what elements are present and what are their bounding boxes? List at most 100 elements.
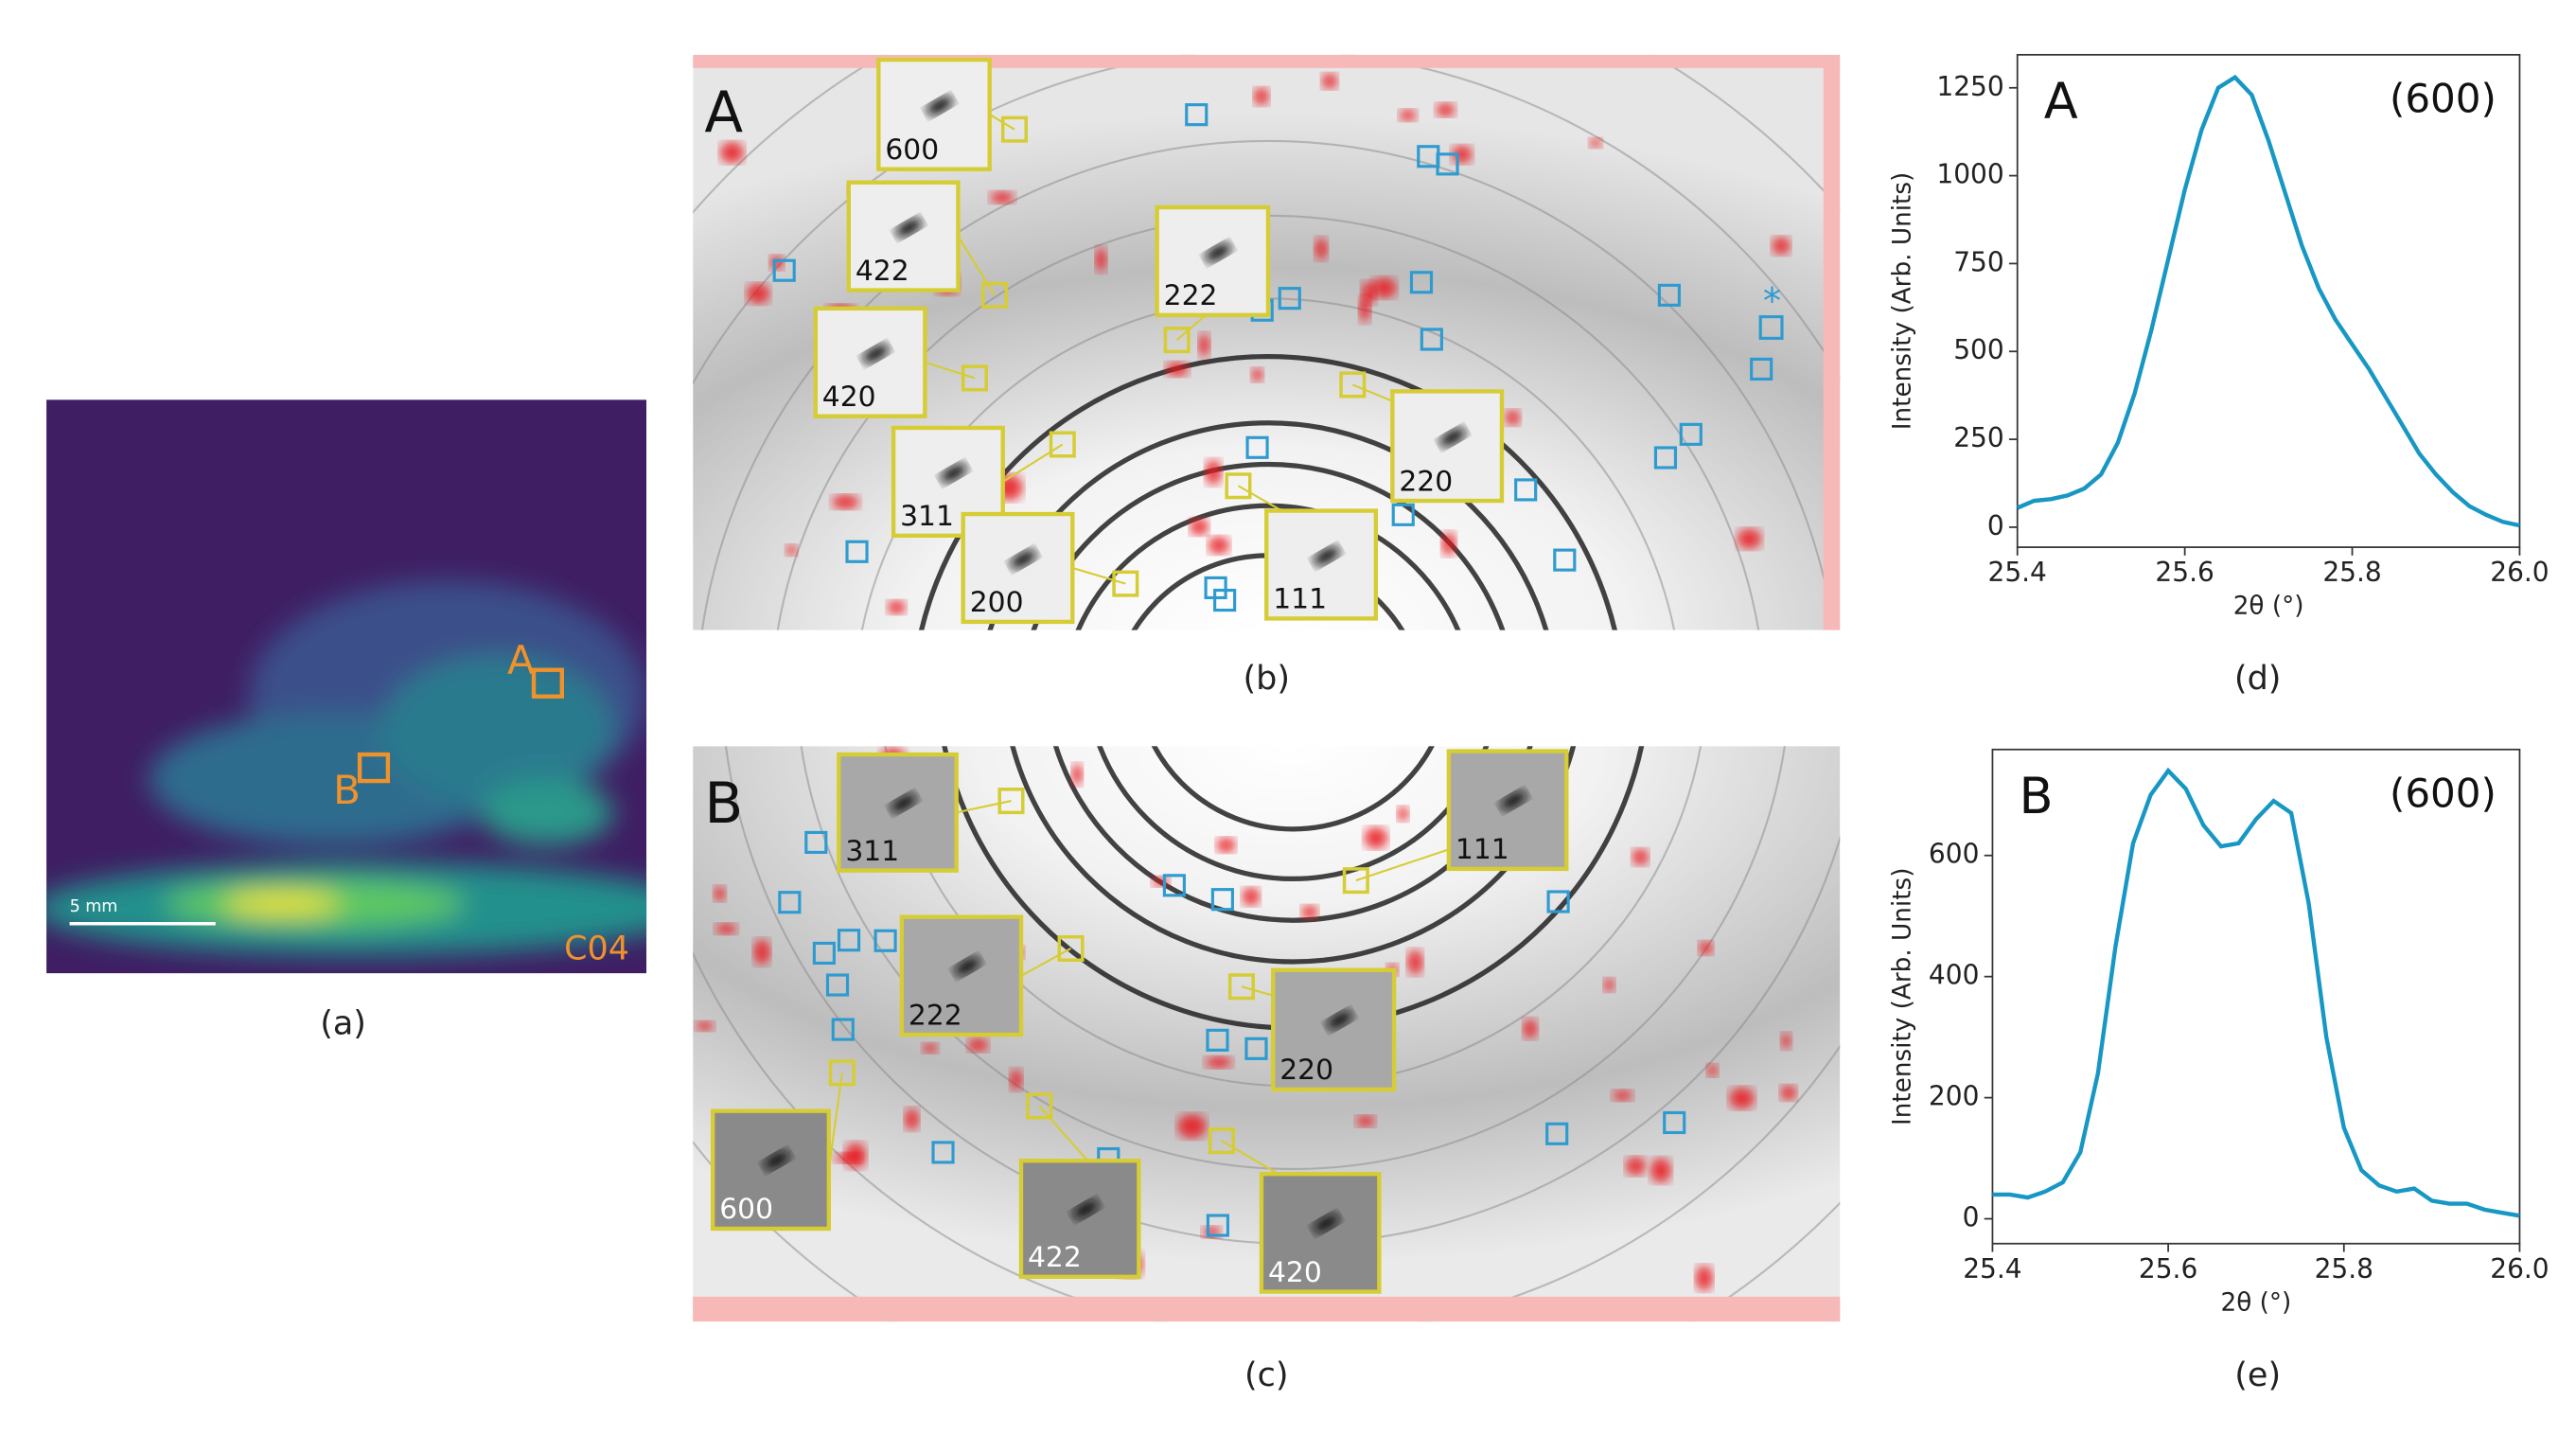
reflection-label: 200	[970, 586, 1024, 619]
bragg-spot	[1198, 332, 1210, 358]
x-tick-label: 25.4	[1988, 557, 2047, 588]
bragg-spot	[1152, 876, 1171, 887]
connector	[956, 800, 1012, 814]
bragg-spot	[1441, 531, 1456, 557]
annotation: (600)	[2390, 770, 2497, 816]
bragg-spot	[967, 1037, 989, 1053]
inset-spot	[1205, 242, 1232, 262]
spot-marker	[1514, 478, 1538, 502]
spot-marker	[1245, 435, 1269, 459]
bragg-spot	[1251, 367, 1264, 382]
annotation: (600)	[2390, 75, 2497, 121]
reflection-label: 311	[900, 500, 954, 533]
y-tick-label: 0	[1987, 510, 2004, 541]
spot-marker	[1244, 1037, 1268, 1060]
bragg-spot	[1589, 137, 1603, 149]
reflection-label: 222	[1164, 279, 1218, 312]
y-tick-label: 1000	[1936, 159, 2003, 190]
inset	[899, 914, 1024, 1037]
bragg-spot	[1603, 978, 1615, 992]
caption: (b)	[1243, 659, 1290, 698]
inset-spot	[1313, 1214, 1340, 1233]
inset-spot	[954, 956, 981, 976]
reflection-label: 420	[822, 381, 876, 414]
y-tick-label: 250	[1953, 422, 2003, 453]
debye-ring	[1010, 746, 1577, 965]
x-tick-label: 25.4	[1963, 1253, 2021, 1285]
debye-ring	[1031, 461, 1506, 630]
target-box	[961, 364, 988, 392]
bragg-spot	[1205, 1055, 1233, 1069]
inset	[1264, 508, 1379, 621]
reflection-label: 111	[1456, 833, 1509, 866]
spot-marker	[845, 540, 869, 563]
bragg-spot	[1071, 763, 1084, 786]
bragg-spot	[1737, 528, 1762, 550]
bragg-spot	[1772, 237, 1791, 256]
x-axis-label: 2θ (°)	[2233, 593, 2304, 621]
y-tick-label: 500	[1953, 334, 2003, 365]
bragg-spot	[989, 191, 1015, 204]
bragg-spot	[1177, 1113, 1207, 1139]
inset	[1018, 1158, 1141, 1279]
target-box	[1000, 115, 1028, 143]
target-box	[1339, 371, 1367, 399]
plot-frame	[1991, 748, 2521, 1245]
bragg-spot	[1300, 905, 1318, 919]
inset-spot	[940, 463, 967, 483]
x-tick-label: 26.0	[2490, 557, 2549, 588]
spot-marker	[812, 941, 836, 966]
marker: *	[1763, 280, 1781, 323]
y-axis-label: Intensity (Arb. Units)	[1888, 172, 1916, 430]
bragg-spot	[1706, 1064, 1719, 1077]
spot-marker	[804, 830, 828, 855]
target-box	[1057, 934, 1085, 962]
target-box	[1163, 327, 1191, 354]
spot-marker	[1420, 328, 1443, 351]
spot-marker	[1391, 503, 1415, 526]
spot-marker	[1213, 588, 1237, 612]
inset-spot	[763, 1150, 790, 1170]
debye-ring	[1052, 746, 1533, 923]
reflection-label: 220	[1399, 465, 1453, 498]
bragg-spot	[1505, 409, 1521, 426]
bragg-spot	[1321, 73, 1338, 90]
charts: 25.4 25.6 25.8 26.0 0 250 500 750 1000 1250 A (600)…	[1888, 53, 2550, 1317]
reflection-label: 422	[1028, 1241, 1082, 1274]
connector	[957, 236, 996, 296]
target-box	[1026, 1092, 1053, 1120]
bragg-spot	[1242, 887, 1261, 906]
inset	[711, 1108, 831, 1232]
scale-label: 5 mm	[70, 897, 118, 916]
reflection-label: 422	[856, 255, 909, 288]
bragg-spot	[695, 1020, 715, 1032]
debye-ring	[1097, 746, 1490, 881]
spot-marker	[1436, 152, 1459, 176]
bragg-spot	[1625, 1156, 1647, 1176]
bragg-spot	[1208, 536, 1230, 555]
spot-marker	[931, 1141, 955, 1164]
spot-marker	[1653, 446, 1678, 470]
spot-marker	[1206, 1214, 1229, 1237]
inset-spot	[1010, 549, 1037, 569]
inset	[1446, 749, 1569, 872]
bragg-spot	[769, 255, 785, 271]
debye-ring	[800, 746, 1786, 1170]
y-tick-label: 200	[1929, 1081, 1979, 1112]
y-tick-label: 1250	[1936, 71, 2003, 102]
reflection-label: 600	[719, 1193, 773, 1226]
spot-marker	[1409, 271, 1434, 294]
spot-marker	[1162, 874, 1186, 897]
inset	[1271, 967, 1397, 1092]
target-box	[1208, 1127, 1235, 1155]
spot-marker	[1210, 888, 1234, 912]
spot-marker	[1185, 103, 1209, 127]
reflection-label: 600	[885, 133, 939, 167]
bragg-spot	[1216, 837, 1236, 853]
heatmap	[46, 399, 647, 974]
bragg-spot	[1009, 1069, 1023, 1091]
panel-label: A	[2044, 73, 2078, 131]
spot-marker	[1278, 287, 1301, 310]
spot-marker	[1679, 422, 1703, 446]
bragg-spot	[1523, 1018, 1538, 1039]
